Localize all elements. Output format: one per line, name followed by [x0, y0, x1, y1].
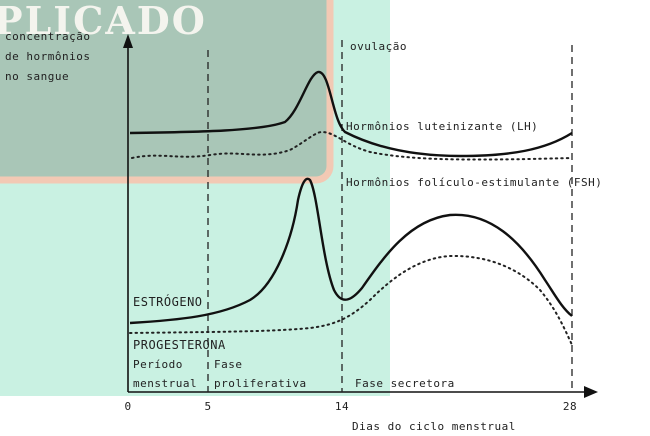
fsh-label: Hormônios folículo-estimulante (FSH) [346, 176, 602, 189]
progesterone-curve [129, 254, 573, 346]
lh-label: Hormônios luteinizante (LH) [346, 120, 538, 133]
fsh-curve [131, 130, 573, 161]
x-axis-label: Dias do ciclo menstrual [352, 420, 516, 433]
x-arrow [584, 386, 598, 398]
y-label-line: no sangue [5, 70, 69, 83]
x-tick-label: 28 [563, 400, 577, 413]
x-tick-label: 0 [124, 400, 131, 413]
phase-label: Fase [214, 358, 243, 371]
y-arrow [123, 34, 133, 48]
estrogen-curve [129, 177, 573, 325]
y-label-line: de hormônios [5, 50, 90, 63]
phase-label: Fase secretora [355, 377, 455, 390]
x-tick-label: 5 [204, 400, 211, 413]
estrogen-label: ESTRÓGENO [133, 294, 203, 309]
board [0, 0, 334, 184]
ovulation-label: ovulação [350, 40, 407, 53]
phase-label: menstrual [133, 377, 197, 390]
x-tick-label: 14 [335, 400, 349, 413]
y-label: concentração de hormônios no sangue [5, 30, 90, 83]
phase-label: Período [133, 358, 183, 371]
lh-curve [129, 70, 573, 158]
watermark: PLICADO [0, 0, 207, 43]
y-label-line: concentração [5, 30, 90, 43]
progesterone-label: PROGESTERONA [133, 338, 226, 352]
phase-label: proliferativa [214, 377, 307, 390]
